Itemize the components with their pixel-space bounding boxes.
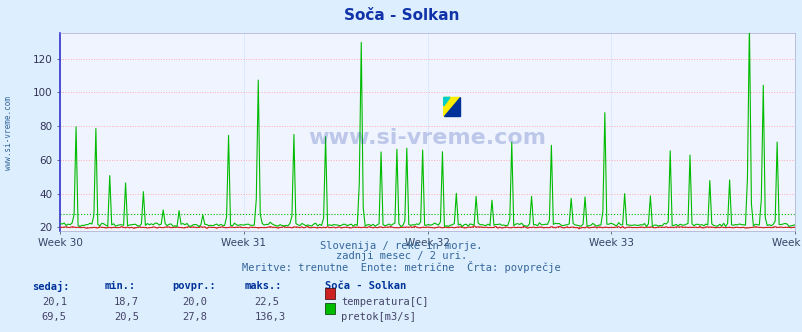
Text: 20,1: 20,1 xyxy=(42,297,67,307)
Text: temperatura[C]: temperatura[C] xyxy=(341,297,428,307)
Text: min.:: min.: xyxy=(104,281,136,290)
Text: sedaj:: sedaj: xyxy=(32,281,70,291)
Text: zadnji mesec / 2 uri.: zadnji mesec / 2 uri. xyxy=(335,251,467,261)
Text: 20,0: 20,0 xyxy=(182,297,207,307)
Text: 136,3: 136,3 xyxy=(254,312,286,322)
Text: 20,5: 20,5 xyxy=(114,312,139,322)
Polygon shape xyxy=(444,97,460,116)
Polygon shape xyxy=(444,97,449,106)
Text: 22,5: 22,5 xyxy=(254,297,279,307)
Text: pretok[m3/s]: pretok[m3/s] xyxy=(341,312,415,322)
Text: www.si-vreme.com: www.si-vreme.com xyxy=(308,128,546,148)
Text: 27,8: 27,8 xyxy=(182,312,207,322)
Text: 18,7: 18,7 xyxy=(114,297,139,307)
Text: povpr.:: povpr.: xyxy=(172,281,216,290)
Polygon shape xyxy=(444,97,460,116)
Text: Meritve: trenutne  Enote: metrične  Črta: povprečje: Meritve: trenutne Enote: metrične Črta: … xyxy=(242,261,560,273)
Text: maks.:: maks.: xyxy=(245,281,282,290)
Text: Soča - Solkan: Soča - Solkan xyxy=(325,281,406,290)
Text: Slovenija / reke in morje.: Slovenija / reke in morje. xyxy=(320,241,482,251)
Text: 69,5: 69,5 xyxy=(42,312,67,322)
Text: Soča - Solkan: Soča - Solkan xyxy=(343,8,459,23)
Text: www.si-vreme.com: www.si-vreme.com xyxy=(3,96,13,170)
